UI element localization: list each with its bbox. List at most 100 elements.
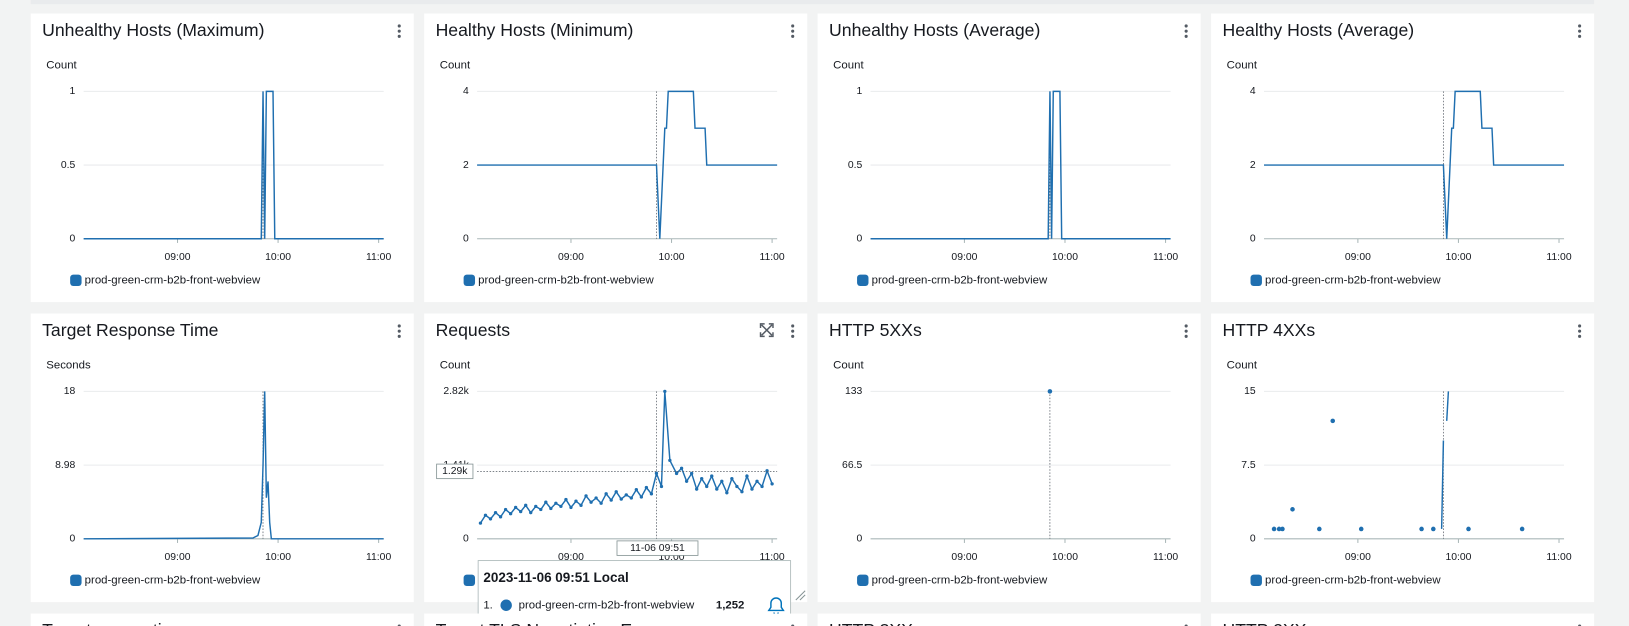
series-line: [83, 90, 384, 240]
x-cursor-box: [616, 540, 699, 556]
y-tick-label: 133: [845, 386, 863, 397]
data-point: [730, 477, 734, 481]
legend-swatch: [70, 574, 82, 587]
widget-menu[interactable]: [1184, 24, 1188, 38]
menu-dot: [397, 24, 401, 28]
x-tick-label: 10:00: [1445, 552, 1471, 563]
widget-title: HTTP 3XXs: [829, 620, 922, 626]
menu-dot: [1184, 329, 1188, 333]
data-point: [1271, 526, 1277, 532]
menu-dot: [1184, 24, 1188, 28]
y-tick-label: 2.82k: [443, 386, 469, 397]
data-point: [1330, 418, 1336, 424]
x-tick-label: 10:00: [659, 252, 685, 263]
data-point: [493, 510, 498, 515]
series-line: [1446, 391, 1450, 421]
data-point: [740, 490, 744, 494]
y-cursor-box: [436, 463, 474, 480]
x-tick-label: 11:00: [759, 252, 784, 263]
data-point: [569, 505, 573, 510]
data-point: [1317, 526, 1322, 532]
widget-title: HTTP 5XXs: [829, 320, 922, 340]
legend-label: prod-green-crm-b2b-front-webview: [85, 574, 261, 586]
y-tick-label: 8.98: [55, 460, 75, 471]
legend-item[interactable]: prod-green-crm-b2b-front-webview: [463, 274, 655, 286]
menu-dot: [1578, 324, 1582, 328]
widget-menu[interactable]: [1184, 324, 1188, 338]
data-point: [529, 510, 533, 515]
menu-dot: [1578, 24, 1582, 28]
data-point: [579, 503, 583, 508]
y-tick-label: 1: [70, 86, 76, 97]
data-point: [674, 471, 679, 476]
data-point: [745, 474, 749, 478]
widget-menu[interactable]: [791, 324, 795, 338]
data-point: [654, 471, 659, 476]
menu-dot: [791, 24, 795, 28]
widget-menu[interactable]: [791, 24, 795, 38]
menu-dot: [1578, 329, 1582, 333]
legend-item[interactable]: prod-green-crm-b2b-front-webview: [1250, 274, 1442, 286]
y-axis-label: Count: [1227, 59, 1258, 71]
legend-item[interactable]: prod-green-crm-b2b-front-webview: [1250, 574, 1442, 587]
x-tick-label: 10:00: [1052, 552, 1078, 563]
widget-menu[interactable]: [1578, 24, 1582, 38]
data-point: [498, 515, 503, 519]
series-line: [83, 391, 384, 540]
menu-dot: [397, 334, 401, 338]
x-tick-label: 09:00: [165, 252, 191, 263]
data-point: [1276, 526, 1282, 532]
legend-swatch: [1250, 574, 1262, 587]
legend-item[interactable]: prod-green-crm-b2b-front-webview: [70, 574, 261, 586]
data-point: [559, 504, 563, 509]
legend-swatch: [857, 574, 869, 587]
data-point: [524, 503, 528, 508]
menu-dot: [1184, 324, 1188, 328]
y-cursor-label: 1.29k: [442, 466, 468, 477]
tooltip-index: 1.: [483, 599, 493, 611]
widget-panel: [424, 13, 808, 303]
x-tick-label: 10:00: [265, 552, 291, 563]
y-tick-label: 15: [1244, 386, 1256, 397]
legend-item[interactable]: prod-green-crm-b2b-front-webview: [857, 274, 1048, 286]
data-point: [599, 501, 603, 505]
menu-dot: [397, 34, 401, 38]
menu-dot: [1578, 29, 1582, 33]
data-point: [483, 513, 488, 517]
resize-handle: [795, 590, 806, 601]
widget-menu[interactable]: [397, 24, 401, 38]
data-point: [604, 492, 608, 496]
data-point: [508, 512, 513, 516]
widget-title: Unhealthy Hosts (Average): [829, 20, 1040, 40]
data-point: [594, 496, 598, 500]
widget-title: Target TLS Negotiation Errors: [436, 620, 669, 626]
menu-dot: [1184, 29, 1188, 33]
x-tick-label: 11:00: [1153, 252, 1178, 263]
data-point: [634, 487, 638, 492]
data-point: [488, 517, 493, 521]
data-point: [659, 484, 664, 489]
data-point: [720, 479, 724, 483]
data-point: [539, 507, 543, 512]
x-tick-label: 09:00: [558, 552, 584, 563]
data-point: [725, 491, 729, 495]
y-axis-label: Count: [46, 59, 77, 71]
menu-dot: [397, 324, 401, 328]
y-tick-label: 4: [1250, 86, 1256, 97]
data-point: [770, 482, 774, 486]
x-tick-label: 11:00: [366, 252, 391, 263]
y-axis-label: Count: [833, 359, 864, 371]
y-tick-label: 0: [856, 234, 862, 245]
widget-menu[interactable]: [1578, 324, 1582, 338]
widget-menu[interactable]: [397, 324, 401, 338]
legend-label: prod-green-crm-b2b-front-webview: [1265, 574, 1441, 586]
data-point: [689, 471, 694, 476]
y-tick-label: 0: [70, 534, 76, 545]
y-axis-label: Count: [440, 59, 471, 71]
menu-dot: [791, 334, 795, 338]
legend-item[interactable]: prod-green-crm-b2b-front-webview: [70, 274, 261, 286]
legend-item[interactable]: prod-green-crm-b2b-front-webview: [857, 574, 1048, 586]
x-tick-label: 11:00: [1546, 552, 1571, 563]
y-axis-label: Count: [1227, 359, 1258, 371]
